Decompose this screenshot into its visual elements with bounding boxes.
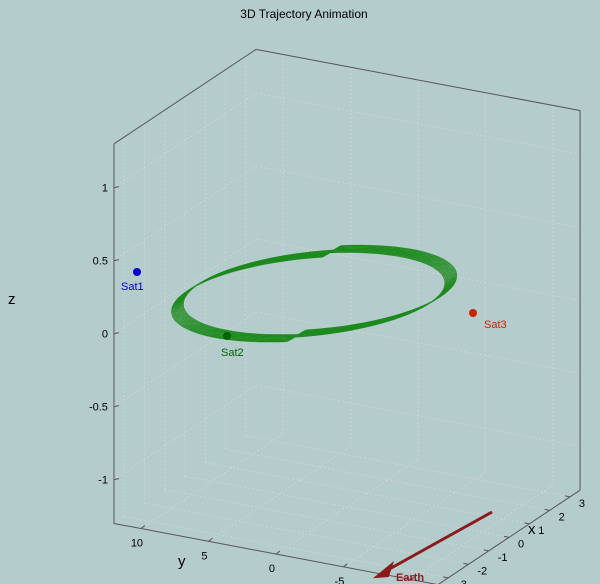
x-tick-label: 1 — [538, 525, 544, 537]
orbit-loop — [177, 248, 452, 339]
y-tick — [140, 525, 146, 529]
gridline-x — [164, 489, 489, 552]
y-tick — [410, 576, 416, 580]
gridline-z — [113, 92, 257, 189]
x-tick — [503, 535, 510, 538]
orbit-loop — [171, 252, 446, 343]
label-sat1: Sat1 — [121, 281, 144, 293]
gridline-z — [255, 238, 581, 301]
x-tick-label: -3 — [457, 579, 467, 584]
gridline-y — [410, 484, 554, 580]
gridline-z — [255, 165, 581, 228]
orbit-loop — [173, 250, 449, 341]
gridline-y — [140, 433, 284, 529]
gridline-y — [208, 446, 351, 542]
x-tick — [544, 508, 550, 511]
y-tick-label: 10 — [131, 538, 143, 550]
x-tick — [564, 495, 570, 498]
satellite-markers: Sat1 Sat2 Sat3 — [121, 268, 507, 359]
marker-sat3 — [469, 309, 477, 317]
x-tick-label: 0 — [518, 538, 524, 550]
gridline-x — [225, 448, 550, 511]
x-axis-ticks: -3 -2 -1 0 1 2 3 — [443, 495, 585, 584]
y-tick-label: 5 — [201, 550, 207, 562]
marker-sat1 — [133, 268, 141, 276]
gridline-x — [245, 435, 570, 498]
earth-direction-arrow: Earth — [372, 510, 493, 584]
z-axis-ticks: 1 0.5 0 -0.5 -1 — [89, 183, 120, 487]
orbit-loop — [174, 249, 450, 341]
y-tick — [343, 563, 348, 568]
x-tick — [463, 562, 469, 565]
z-tick-label: 1 — [102, 183, 108, 195]
orbit-loop — [176, 248, 451, 339]
y-tick — [275, 550, 281, 555]
z-axis-label: z — [8, 291, 16, 308]
x-tick-label: -2 — [477, 565, 487, 577]
box-edge — [255, 48, 581, 112]
gridline-z — [255, 384, 581, 447]
label-sat3: Sat3 — [484, 319, 507, 331]
gridline-z — [255, 92, 581, 155]
label-sat2: Sat2 — [221, 347, 244, 359]
marker-sat2 — [223, 332, 231, 340]
y-tick — [208, 537, 213, 542]
x-axis-label: x — [528, 521, 536, 538]
y-tick-label: 0 — [269, 563, 275, 575]
gridline-x — [124, 516, 449, 579]
orbit-loop — [178, 247, 453, 338]
gridline-z — [113, 384, 257, 481]
orbit-loop — [180, 246, 455, 337]
gridline-z — [113, 165, 257, 262]
z-tick — [113, 405, 120, 408]
x-tick — [524, 522, 530, 525]
y-axis-label: y — [178, 553, 186, 570]
z-tick — [113, 332, 120, 335]
z-tick — [113, 259, 120, 262]
x-tick — [443, 576, 449, 579]
earth-arrow-head — [372, 561, 395, 579]
gridline-x — [144, 502, 469, 565]
z-tick-label: -1 — [98, 475, 108, 487]
grid-lines — [113, 54, 581, 580]
gridline-z — [113, 238, 257, 335]
box-edge — [113, 48, 257, 145]
z-tick — [113, 186, 120, 189]
y-tick-label: -5 — [335, 576, 345, 584]
z-tick-label: 0 — [102, 329, 108, 341]
gridline-x — [184, 475, 510, 538]
earth-arrow-shaft — [383, 510, 493, 574]
z-tick-label: 0.5 — [93, 256, 108, 268]
gridline-x — [205, 462, 530, 525]
z-tick — [113, 478, 120, 481]
orbit-loop — [175, 249, 450, 340]
chart-title: 3D Trajectory Animation — [240, 7, 367, 21]
x-tick-label: 3 — [579, 498, 585, 510]
x-tick-label: 2 — [559, 511, 565, 523]
x-tick-label: -1 — [498, 552, 508, 564]
x-tick — [483, 549, 489, 552]
z-tick-label: -0.5 — [89, 402, 108, 414]
trajectory-orbit — [171, 244, 458, 343]
earth-label: Earth — [396, 572, 424, 584]
